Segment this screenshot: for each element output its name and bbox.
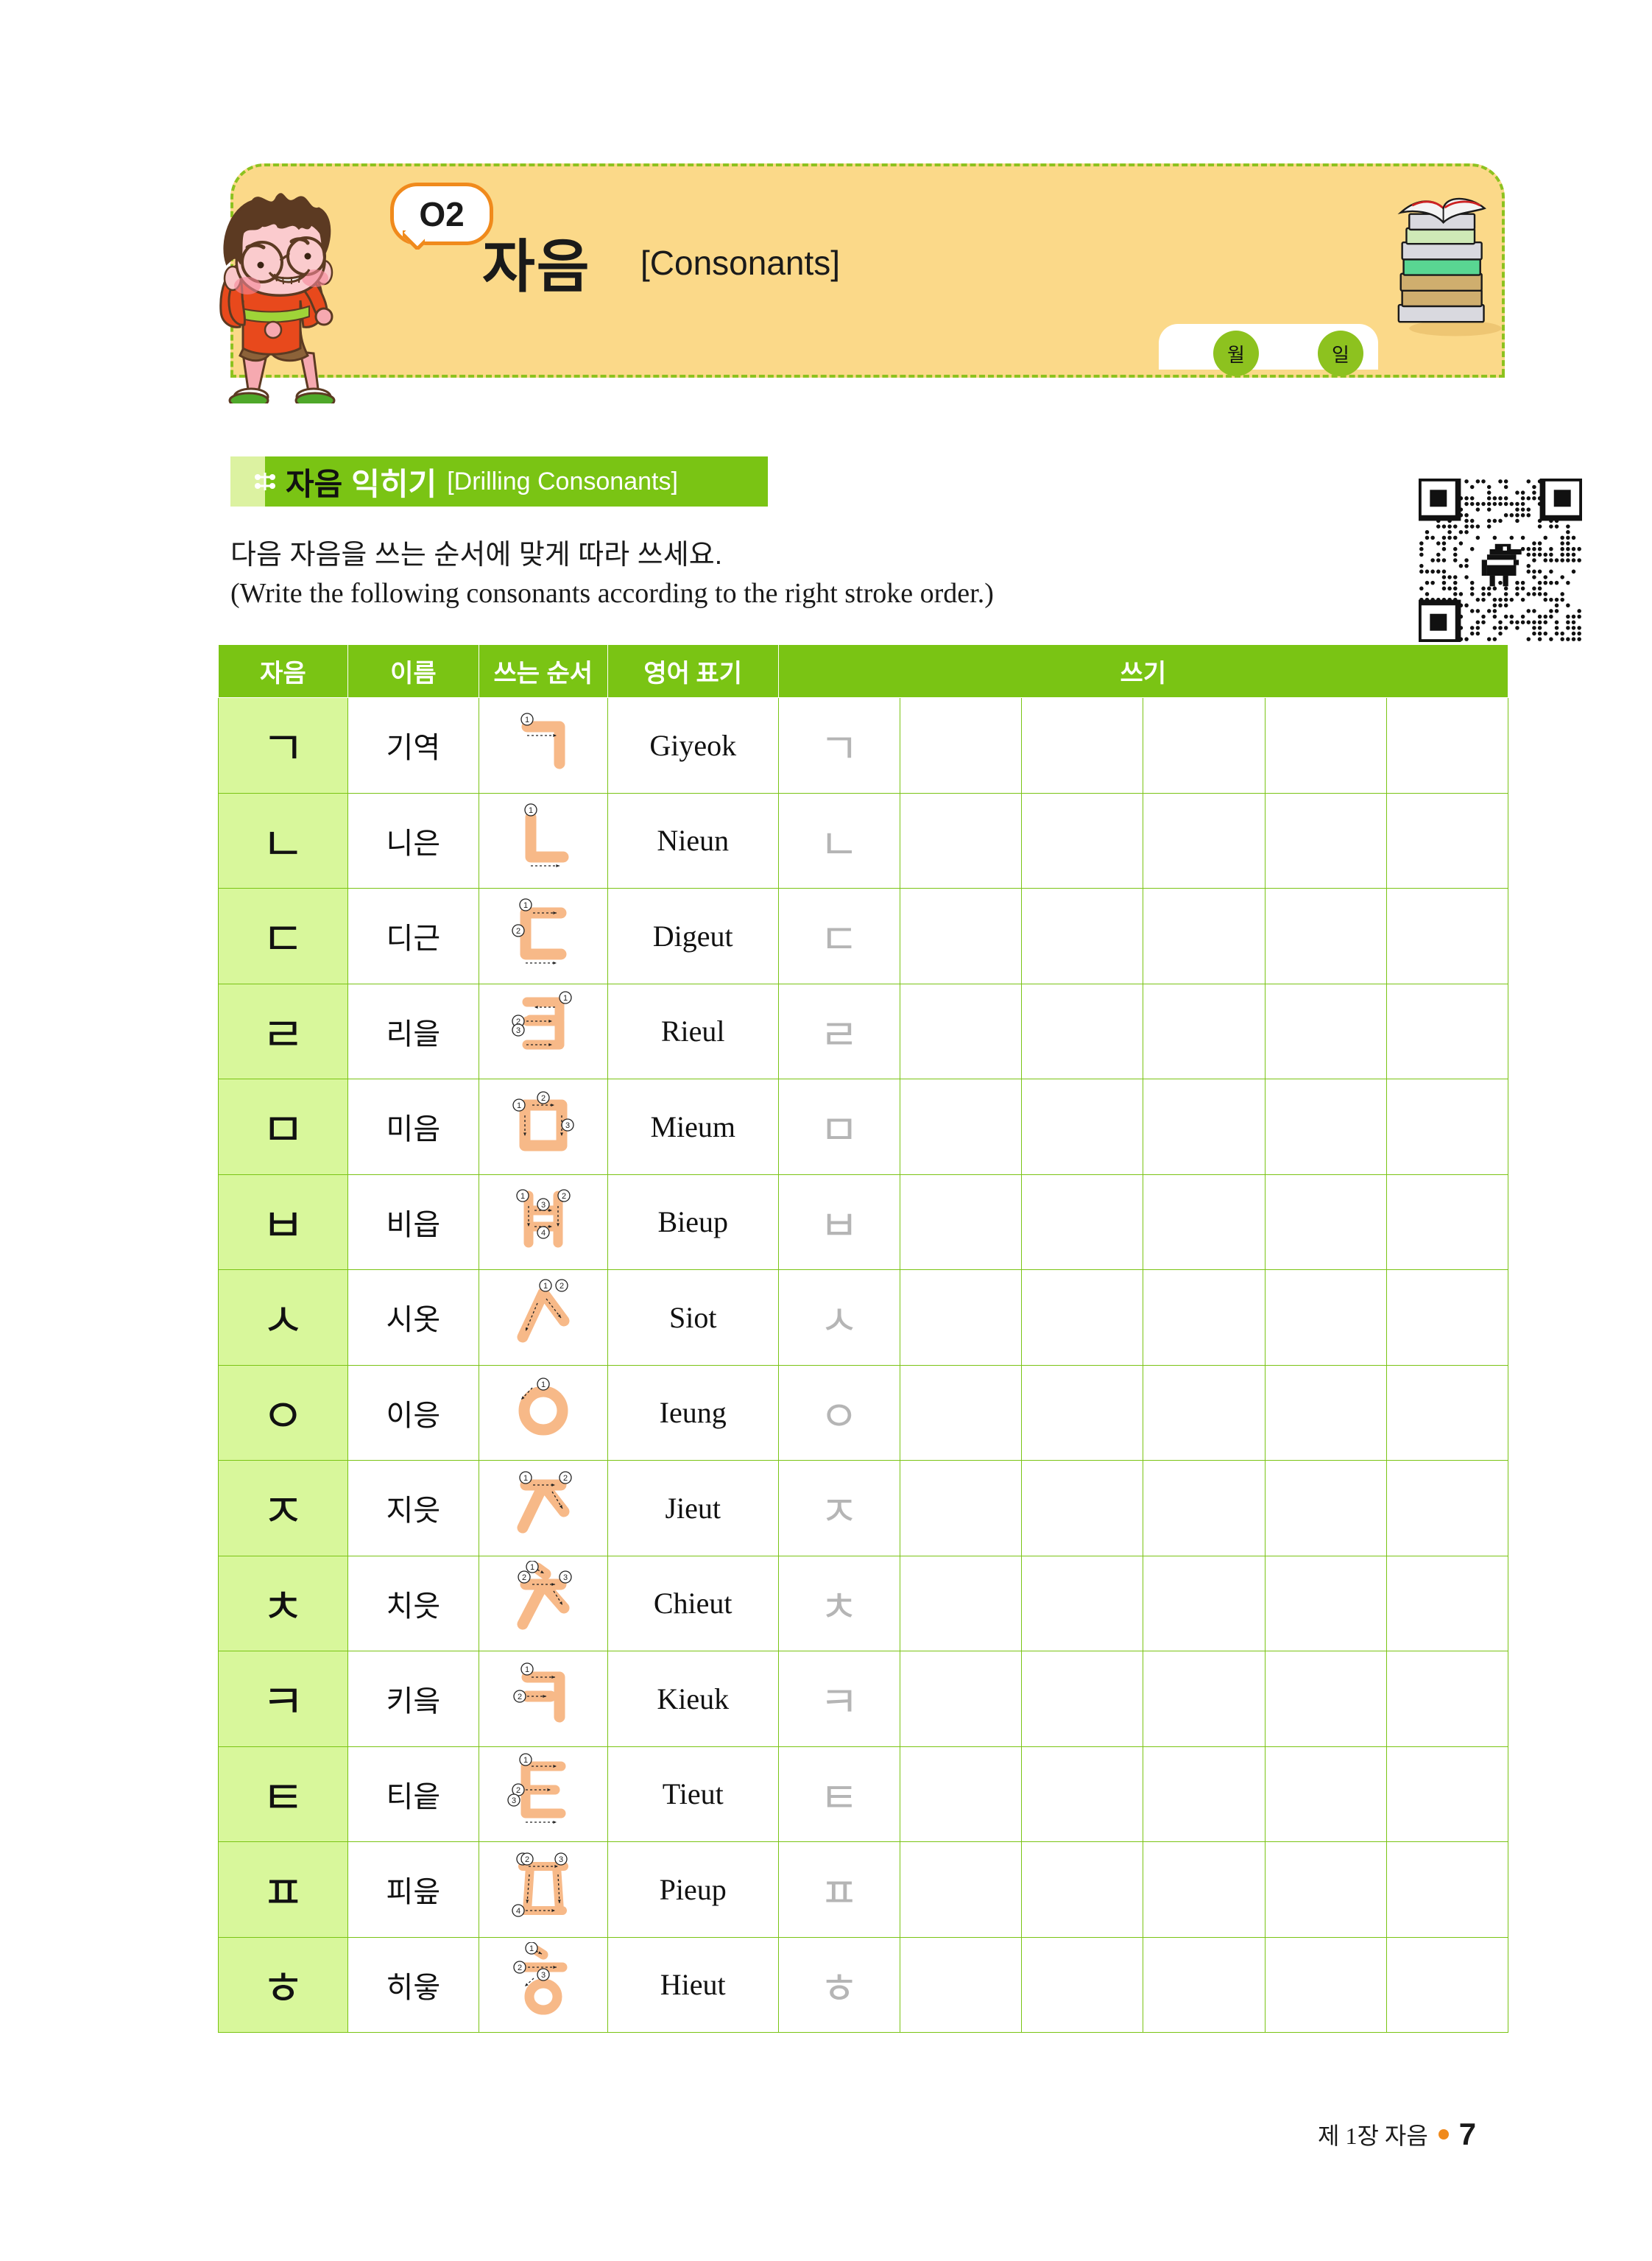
svg-text:1: 1 — [530, 1563, 534, 1572]
svg-text:1: 1 — [529, 1944, 534, 1953]
svg-text:3: 3 — [512, 1796, 516, 1805]
svg-text:1: 1 — [525, 716, 529, 724]
svg-text:2: 2 — [562, 1192, 566, 1201]
svg-text:2: 2 — [522, 1573, 526, 1582]
svg-text:4: 4 — [541, 1229, 546, 1238]
svg-text:2: 2 — [560, 1282, 564, 1291]
svg-text:2: 2 — [518, 1964, 522, 1972]
svg-text:2: 2 — [516, 1786, 520, 1795]
svg-text:3: 3 — [565, 1121, 570, 1130]
svg-text:3: 3 — [563, 1573, 568, 1582]
svg-text:1: 1 — [525, 1665, 529, 1674]
svg-text:1: 1 — [523, 1474, 528, 1483]
svg-text:2: 2 — [541, 1094, 546, 1103]
svg-text:1: 1 — [523, 901, 528, 910]
svg-text:3: 3 — [541, 1971, 546, 1980]
svg-text:1: 1 — [543, 1282, 548, 1291]
svg-text:1: 1 — [541, 1380, 546, 1389]
svg-text:2: 2 — [563, 1474, 568, 1483]
svg-text:3: 3 — [559, 1855, 563, 1864]
svg-text:4: 4 — [516, 1907, 520, 1916]
svg-text:3: 3 — [516, 1026, 520, 1035]
svg-text:1: 1 — [523, 1756, 528, 1765]
svg-text:3: 3 — [541, 1201, 546, 1210]
svg-text:1: 1 — [517, 1101, 521, 1110]
svg-text:1: 1 — [563, 994, 568, 1003]
svg-text:2: 2 — [516, 927, 520, 936]
svg-text:1: 1 — [529, 806, 533, 815]
svg-text:2: 2 — [518, 1693, 522, 1701]
svg-text:2: 2 — [525, 1855, 529, 1864]
svg-text:1: 1 — [520, 1192, 525, 1201]
